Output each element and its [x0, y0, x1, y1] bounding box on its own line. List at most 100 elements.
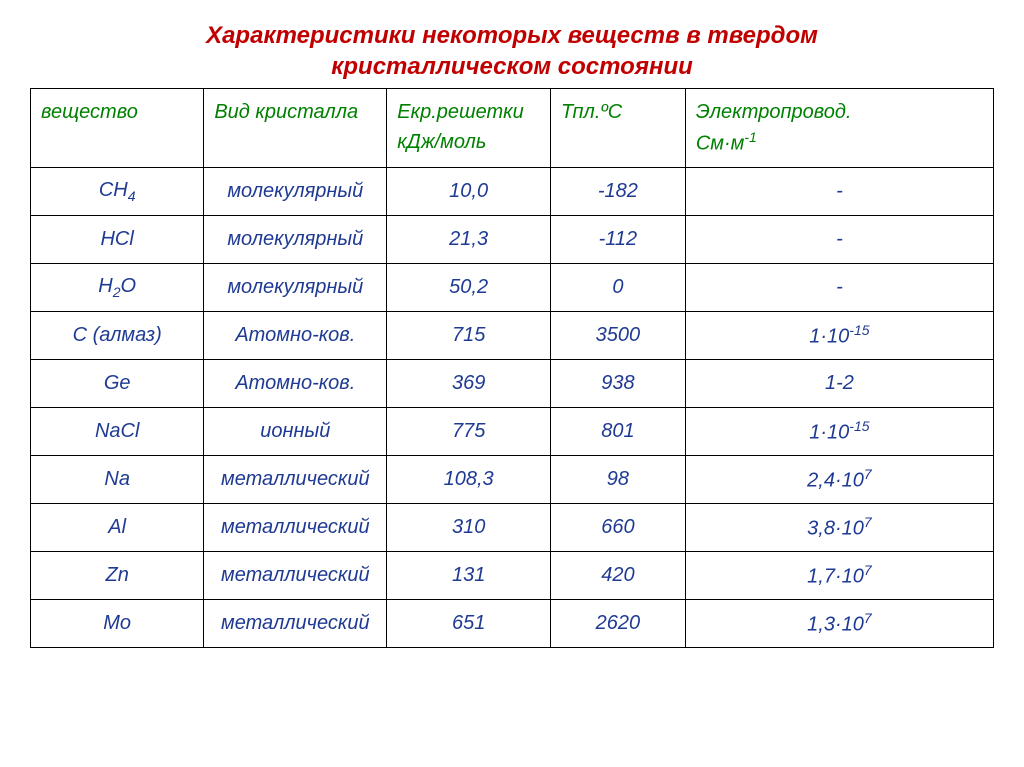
cell-energy: 310	[387, 504, 551, 552]
cell-crystal-type: металлический	[204, 552, 387, 600]
cell-conductivity: 2,4·107	[685, 456, 993, 504]
substance-pre: HCl	[100, 228, 133, 250]
cond-pre: 1-2	[825, 372, 854, 394]
cell-conductivity: 1,3·107	[685, 600, 993, 648]
cell-energy: 21,3	[387, 216, 551, 264]
substance-pre: Ge	[104, 372, 131, 394]
table-row: Alметаллический3106603,8·107	[31, 504, 994, 552]
table-row: CH4молекулярный10,0-182-	[31, 168, 994, 216]
table-row: H2Oмолекулярный50,20 -	[31, 264, 994, 312]
table-row: Znметаллический1314201,7·107	[31, 552, 994, 600]
cell-crystal-type: металлический	[204, 456, 387, 504]
substance-pre: H	[98, 275, 112, 297]
header-label: Тпл.ºС	[561, 101, 622, 123]
cond-sup: 7	[864, 466, 872, 482]
cell-energy: 775	[387, 408, 551, 456]
page-title: Характеристики некоторых веществ в тверд…	[30, 20, 994, 82]
cell-tmelt: 420	[551, 552, 686, 600]
properties-table: вещество Вид кристалла Екр.решетки кДж/м…	[30, 88, 994, 648]
cond-sup: 7	[864, 562, 872, 578]
cell-tmelt: 3500	[551, 312, 686, 360]
cell-conductivity: 1·10-15	[685, 312, 993, 360]
substance-pre: C (алмаз)	[73, 324, 162, 346]
header-label: Вид кристалла	[214, 101, 358, 123]
cond-sup: -15	[849, 322, 869, 338]
cell-crystal-type: металлический	[204, 504, 387, 552]
cell-crystal-type: молекулярный	[204, 216, 387, 264]
cell-tmelt: 938	[551, 360, 686, 408]
cell-crystal-type: Атомно-ков.	[204, 312, 387, 360]
cell-conductivity: -	[685, 216, 993, 264]
cell-conductivity: -	[685, 168, 993, 216]
cell-substance: Al	[31, 504, 204, 552]
cell-energy: 50,2	[387, 264, 551, 312]
cell-energy: 651	[387, 600, 551, 648]
cond-pre: 1,3·10	[807, 614, 864, 636]
cell-crystal-type: ионный	[204, 408, 387, 456]
cell-tmelt: 0	[551, 264, 686, 312]
cell-substance: NaCl	[31, 408, 204, 456]
header-label: Электропровод.	[696, 101, 852, 123]
substance-pre: NaCl	[95, 420, 139, 442]
cond-pre: 1,7·10	[807, 566, 864, 588]
substance-pre: Zn	[105, 564, 128, 586]
col-lattice-energy: Екр.решетки кДж/моль	[387, 89, 551, 168]
table-row: C (алмаз)Атомно-ков.71535001·10-15	[31, 312, 994, 360]
cell-tmelt: -182	[551, 168, 686, 216]
cell-crystal-type: молекулярный	[204, 168, 387, 216]
cell-crystal-type: металлический	[204, 600, 387, 648]
cell-substance: Ge	[31, 360, 204, 408]
cell-substance: C (алмаз)	[31, 312, 204, 360]
col-conductivity: Электропровод. См·м-1	[685, 89, 993, 168]
cond-pre: -	[836, 276, 843, 298]
cond-pre: 1·10	[809, 326, 849, 348]
header-label: Екр.решетки	[397, 101, 523, 123]
table-body: CH4молекулярный10,0-182-HClмолекулярный2…	[31, 168, 994, 648]
cell-substance: H2O	[31, 264, 204, 312]
header-row: вещество Вид кристалла Екр.решетки кДж/м…	[31, 89, 994, 168]
col-crystal-type: Вид кристалла	[204, 89, 387, 168]
cond-sup: 7	[864, 610, 872, 626]
cell-energy: 131	[387, 552, 551, 600]
header-label: кДж/моль	[397, 131, 486, 153]
cond-pre: 2,4·10	[807, 470, 864, 492]
cell-conductivity: -	[685, 264, 993, 312]
substance-pre: Mo	[103, 612, 131, 634]
col-melting-point: Тпл.ºС	[551, 89, 686, 168]
cell-substance: Zn	[31, 552, 204, 600]
cell-conductivity: 1,7·107	[685, 552, 993, 600]
cond-sup: -15	[849, 418, 869, 434]
cell-conductivity: 1-2	[685, 360, 993, 408]
cell-energy: 369	[387, 360, 551, 408]
table-row: Moметаллический65126201,3·107	[31, 600, 994, 648]
col-substance: вещество	[31, 89, 204, 168]
substance-pre: CH	[99, 179, 128, 201]
header-exp: -1	[744, 129, 756, 145]
cell-tmelt: 660	[551, 504, 686, 552]
cell-substance: Na	[31, 456, 204, 504]
cell-conductivity: 3,8·107	[685, 504, 993, 552]
substance-sub: 4	[128, 188, 136, 204]
cell-energy: 715	[387, 312, 551, 360]
cond-pre: -	[836, 180, 843, 202]
table-row: NaCl ионный775801 1·10-15	[31, 408, 994, 456]
header-label: См·м	[696, 133, 745, 155]
cell-tmelt: 98	[551, 456, 686, 504]
cond-pre: 1·10	[809, 422, 849, 444]
header-label: вещество	[41, 101, 138, 123]
cell-crystal-type: Атомно-ков.	[204, 360, 387, 408]
cell-substance: CH4	[31, 168, 204, 216]
title-line-1: Характеристики некоторых веществ в тверд…	[206, 22, 818, 49]
cond-pre: -	[836, 228, 843, 250]
cell-tmelt: 801	[551, 408, 686, 456]
cond-sup: 7	[864, 514, 872, 530]
substance-post: O	[121, 275, 137, 297]
substance-pre: Al	[108, 516, 126, 538]
cell-crystal-type: молекулярный	[204, 264, 387, 312]
cond-pre: 3,8·10	[807, 518, 864, 540]
table-row: Naметаллический108,3982,4·107	[31, 456, 994, 504]
substance-pre: Na	[104, 468, 130, 490]
cell-tmelt: 2620	[551, 600, 686, 648]
table-row: Ge Атомно-ков.369938 1-2	[31, 360, 994, 408]
cell-energy: 108,3	[387, 456, 551, 504]
